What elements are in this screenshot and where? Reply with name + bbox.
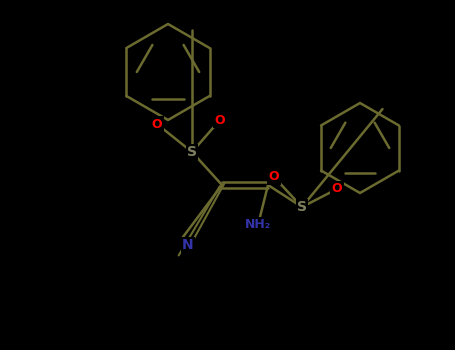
Text: S: S — [297, 200, 307, 214]
Text: S: S — [187, 145, 197, 159]
Text: O: O — [152, 118, 162, 131]
Text: O: O — [269, 170, 279, 183]
Text: O: O — [332, 182, 342, 196]
Text: N: N — [182, 238, 194, 252]
Text: O: O — [215, 113, 225, 126]
Text: NH₂: NH₂ — [245, 218, 271, 231]
